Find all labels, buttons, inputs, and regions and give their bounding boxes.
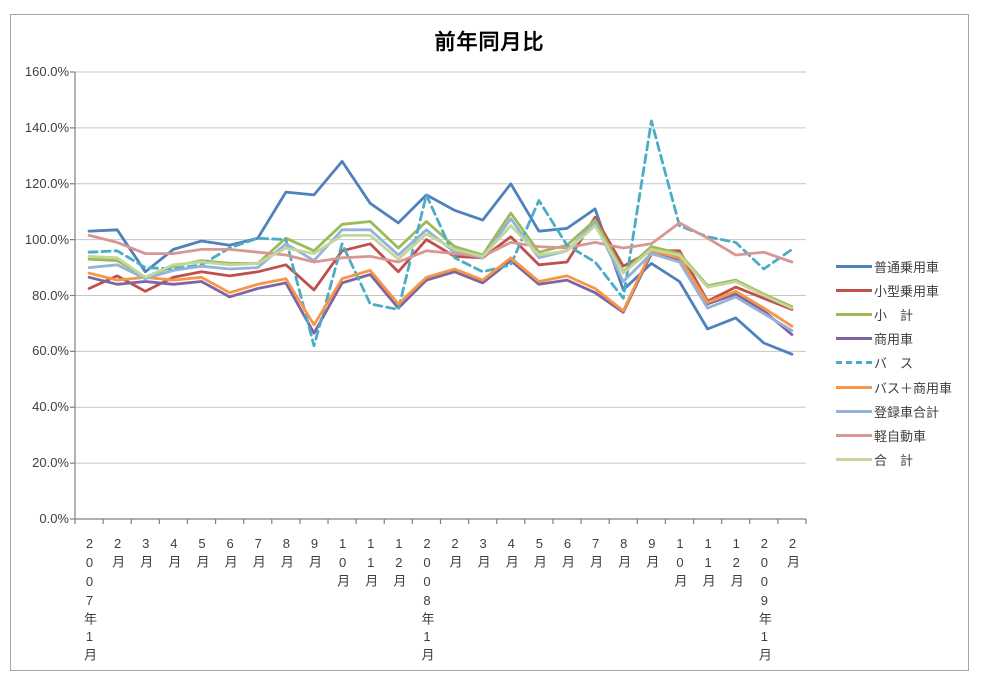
legend-item-7[interactable]: 軽自動車 [836,423,952,447]
y-axis-tick-label: 80.0% [32,287,69,303]
x-axis-tick-label: 12月 [391,536,407,591]
x-axis-tick-label: 6月 [560,536,576,572]
legend-label: 小型乗用車 [874,283,940,299]
legend-label: バ ス [874,356,914,372]
x-axis-tick-label: 12月 [728,536,744,591]
legend-label: 小 計 [874,307,914,323]
plot-area[interactable] [75,72,806,519]
x-axis-tick-label: 4月 [166,536,182,572]
x-axis-tick-label: 3月 [138,536,154,572]
y-axis-tick-label: 160.0% [24,64,69,79]
x-axis-tick-label: 10月 [672,536,688,591]
x-axis-tick-label: 8月 [278,536,294,572]
x-axis-tick-label: 2月 [447,536,463,572]
x-axis-tick-label: 2月 [784,536,800,572]
x-axis-tick-label: 2008年1月 [419,536,435,665]
y-axis-tick-label: 60.0% [32,343,69,359]
legend-line-sample-icon [836,409,872,413]
legend-item-4[interactable]: バ ス [836,351,952,375]
x-axis-tick-label: 2009年1月 [756,536,772,665]
legend-item-5[interactable]: バス＋商用車 [836,375,952,399]
legend-item-2[interactable]: 小 計 [836,302,952,326]
y-axis-tick-label: 0.0% [39,511,69,526]
x-axis-tick-label: 5月 [194,536,210,572]
x-axis-tick-label: 11月 [700,536,716,591]
y-axis-tick-label: 120.0% [24,175,69,191]
legend-line-sample-icon [836,288,872,292]
legend-item-6[interactable]: 登録車合計 [836,399,952,423]
x-axis-tick-label: 2月 [110,536,126,572]
x-axis-tick-label: 7月 [588,536,604,572]
x-axis-tick-label: 8月 [616,536,632,572]
legend-line-sample-icon [836,458,872,462]
series-line-5[interactable] [87,249,794,328]
x-axis-tick-label: 4月 [503,536,519,572]
legend-label: 合 計 [874,453,914,469]
legend-label: バス＋商用車 [874,380,953,396]
x-axis-tick-label: 3月 [475,536,491,572]
x-axis-tick-label: 11月 [363,536,379,591]
x-axis-tick-label: 6月 [222,536,238,572]
y-axis-tick-label: 20.0% [32,455,69,471]
x-axis-tick-label: 10月 [335,536,351,591]
legend-line-sample-icon [836,264,872,268]
x-axis-tick-label: 5月 [531,536,547,572]
series-line-7[interactable] [87,221,794,264]
series-line-8[interactable] [87,224,794,310]
legend-line-sample-icon [836,337,872,341]
y-axis-tick-label: 40.0% [32,399,69,415]
x-axis-tick-label: 9月 [306,536,322,572]
legend-label: 商用車 [874,332,914,348]
legend-line-sample-icon [836,312,872,316]
y-axis-tick-label: 140.0% [24,119,69,135]
legend-line-sample-icon [836,385,872,389]
x-axis-tick-label: 7月 [250,536,266,572]
chart-frame [10,14,969,671]
x-axis-tick-label: 2007年1月 [82,536,98,665]
legend-label: 軽自動車 [874,428,927,444]
x-axis-tick-label: 9月 [644,536,660,572]
legend-item-1[interactable]: 小型乗用車 [836,278,952,302]
series-line-0[interactable] [87,159,794,356]
series-line-3[interactable] [87,252,794,337]
legend-line-sample-icon [836,361,872,365]
legend-label: 登録車合計 [874,404,940,420]
legend-line-sample-icon [836,433,872,437]
series-line-1[interactable] [87,215,794,311]
y-axis-tick-label: 100.0% [24,231,69,247]
legend-label: 普通乗用車 [874,259,940,275]
legend-item-0[interactable]: 普通乗用車 [836,254,952,278]
chart-title: 前年同月比 [434,31,545,54]
chart-legend: 普通乗用車小型乗用車小 計商用車バ スバス＋商用車 登録車合計軽自動車合 計 [836,254,952,472]
legend-item-8[interactable]: 合 計 [836,448,952,472]
legend-item-3[interactable]: 商用車 [836,327,952,351]
